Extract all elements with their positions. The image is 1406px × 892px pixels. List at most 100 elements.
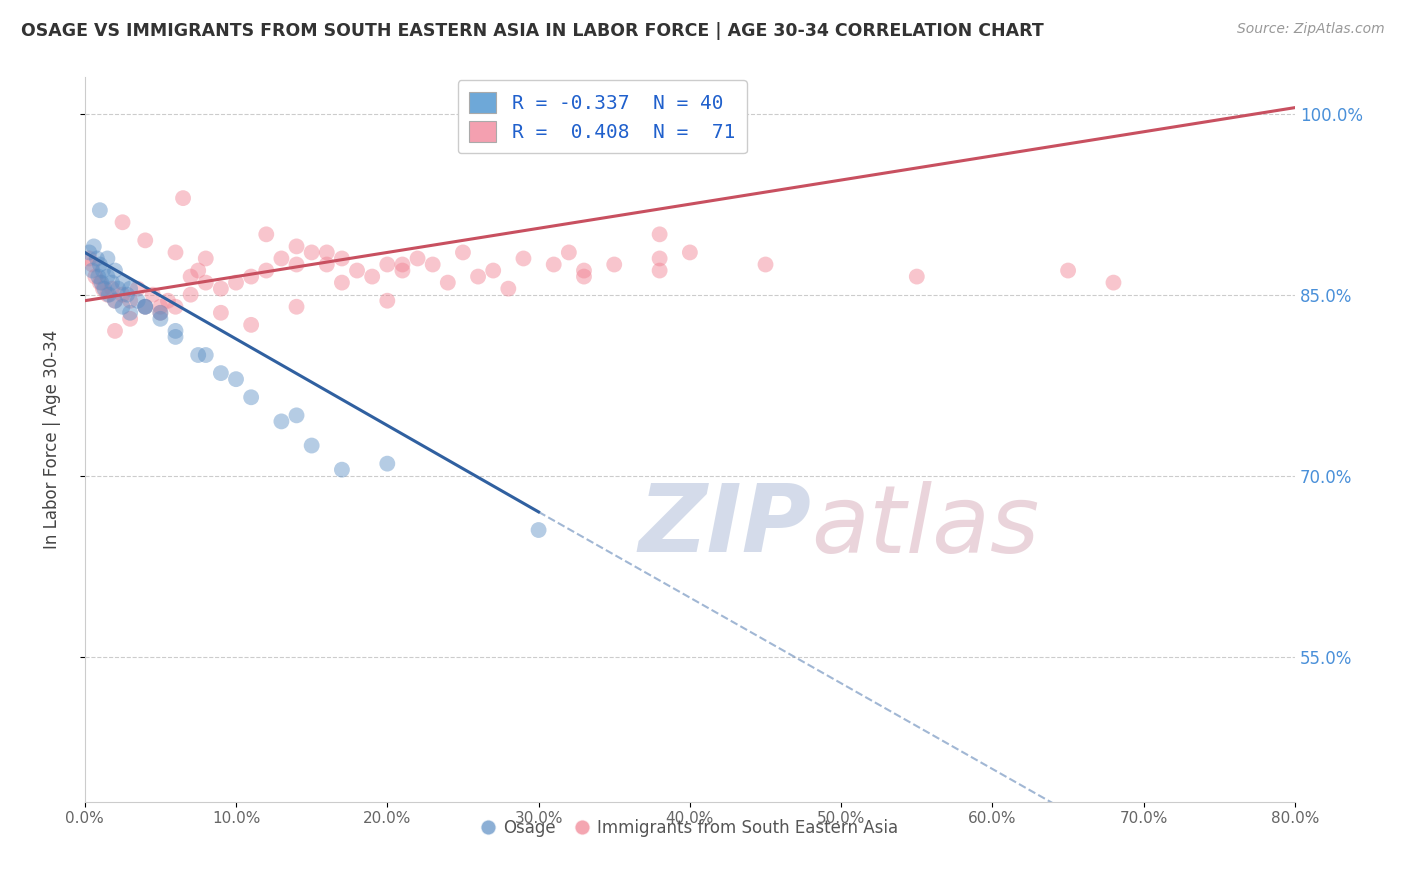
Point [603,258,626,272]
Point [134,300,156,314]
Point [111,215,134,229]
Point [375,293,398,308]
Point [572,269,595,284]
Point [225,372,247,386]
Point [254,227,277,242]
Point [558,245,581,260]
Point [375,457,398,471]
Point [330,252,353,266]
Point [391,263,413,277]
Point [90,276,112,290]
Point [165,300,187,314]
Point [82,258,104,272]
Point [285,258,308,272]
Point [104,293,127,308]
Point [165,245,187,260]
Point [754,258,776,272]
Point [346,263,368,277]
Point [156,293,179,308]
Point [91,263,114,277]
Point [96,287,118,301]
Point [330,463,353,477]
Point [96,269,118,284]
Point [120,306,142,320]
Point [120,293,142,308]
Point [285,300,308,314]
Point [149,306,172,320]
Point [301,245,323,260]
Point [89,258,111,272]
Point [905,269,928,284]
Point [77,245,100,260]
Point [89,203,111,218]
Point [375,258,398,272]
Point [115,287,138,301]
Point [482,263,505,277]
Y-axis label: In Labor Force | Age 30-34: In Labor Force | Age 30-34 [44,330,60,549]
Point [467,269,489,284]
Point [83,239,105,253]
Point [330,276,353,290]
Point [134,300,156,314]
Point [285,409,308,423]
Point [648,227,671,242]
Point [572,263,595,277]
Point [134,300,156,314]
Point [149,311,172,326]
Point [93,282,115,296]
Point [101,276,124,290]
Point [127,293,149,308]
Point [120,311,142,326]
Point [180,287,202,301]
Point [89,276,111,290]
Point [648,252,671,266]
Point [104,263,127,277]
Point [82,263,104,277]
Point [149,300,172,314]
Text: atlas: atlas [811,481,1039,572]
Text: OSAGE VS IMMIGRANTS FROM SOUTH EASTERN ASIA IN LABOR FORCE | AGE 30-34 CORRELATI: OSAGE VS IMMIGRANTS FROM SOUTH EASTERN A… [21,22,1043,40]
Point [240,390,263,404]
Point [209,282,232,296]
Point [270,252,292,266]
Point [361,269,384,284]
Point [104,324,127,338]
Point [194,348,217,362]
Point [172,191,194,205]
Point [315,258,337,272]
Point [134,233,156,247]
Point [285,239,308,253]
Point [240,269,263,284]
Text: Source: ZipAtlas.com: Source: ZipAtlas.com [1237,22,1385,37]
Text: ZIP: ZIP [638,481,811,573]
Point [1057,263,1080,277]
Point [451,245,474,260]
Point [301,438,323,452]
Legend: Osage, Immigrants from South Eastern Asia: Osage, Immigrants from South Eastern Asi… [475,813,905,844]
Point [77,252,100,266]
Point [84,269,107,284]
Point [254,263,277,277]
Point [391,258,413,272]
Point [127,282,149,296]
Point [165,330,187,344]
Point [194,252,217,266]
Point [91,282,114,296]
Point [180,269,202,284]
Point [225,276,247,290]
Point [187,263,209,277]
Point [406,252,429,266]
Point [194,276,217,290]
Point [240,318,263,332]
Point [111,287,134,301]
Point [87,269,110,284]
Point [512,252,534,266]
Point [165,324,187,338]
Point [543,258,565,272]
Point [187,348,209,362]
Point [149,306,172,320]
Point [209,306,232,320]
Point [1102,276,1125,290]
Point [111,276,134,290]
Point [270,414,292,428]
